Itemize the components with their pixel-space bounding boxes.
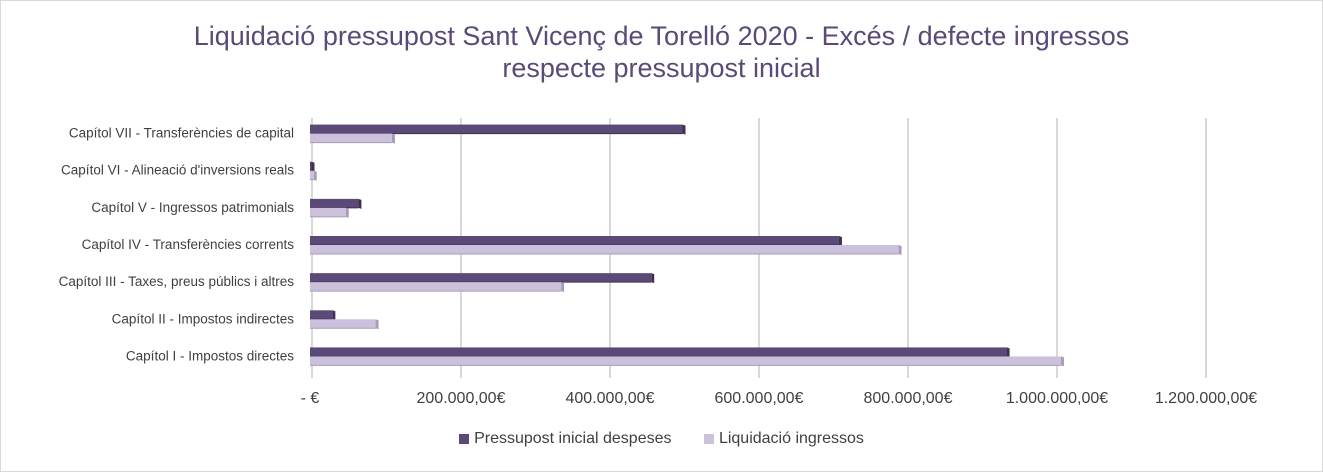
category-label-5: Capítol V - Ingressos patrimonials xyxy=(91,200,294,215)
bar-s1-c5 xyxy=(310,198,359,208)
category-label-6: Capítol VI - Alineació d'inversions real… xyxy=(61,163,294,178)
x-tick-label-1: 200.000,00€ xyxy=(417,390,506,407)
bar-s2-c7 xyxy=(310,133,392,143)
legend: Pressupost inicial despeses Liquidació i… xyxy=(0,430,1323,449)
bar-side-s1-c3 xyxy=(651,273,655,284)
bar-s1-c2 xyxy=(310,310,333,320)
bar-s1-c4 xyxy=(310,236,839,245)
bar-side-s1-c2 xyxy=(332,310,336,321)
category-label-7: Capítol VII - Transferències de capital xyxy=(69,126,294,141)
chart-title-line-1: Liquidació pressupost Sant Vicenç de Tor… xyxy=(193,21,1130,51)
x-tick-label-6: 1.200.000,00€ xyxy=(1155,390,1257,407)
bar-side-s1-c6 xyxy=(311,161,315,172)
bar-s2-c2 xyxy=(310,319,376,329)
chart-title-line-2: respecte pressupost inicial xyxy=(502,53,821,83)
x-tick-label-4: 800.000,00€ xyxy=(864,390,953,407)
legend-swatch-series-2 xyxy=(703,434,714,444)
bar-s2-c3 xyxy=(310,282,562,292)
x-tick-label-5: 1.000.000,00€ xyxy=(1006,390,1108,407)
bar-side-s2-c6 xyxy=(313,170,317,181)
bar-s1-c6 xyxy=(310,161,312,171)
category-label-4: Capítol IV - Transferències corrents xyxy=(82,237,295,252)
bar-s2-c6 xyxy=(310,170,314,180)
bar-s1-c1 xyxy=(310,347,1007,357)
category-label-1: Capítol I - Impostos directes xyxy=(126,348,294,363)
bar-side-s2-c5 xyxy=(345,207,349,218)
legend-label-series-1: Pressupost inicial despeses xyxy=(474,430,672,447)
bar-s2-c4 xyxy=(310,245,899,254)
bar-side-s1-c1 xyxy=(1006,347,1010,358)
x-tick-label-3: 600.000,00€ xyxy=(715,390,804,407)
x-tick-label-2: 400.000,00€ xyxy=(566,390,655,407)
bar-side-s2-c1 xyxy=(1060,356,1064,367)
x-tick-label-0: - € xyxy=(301,390,320,407)
bar-side-s2-c3 xyxy=(561,282,565,293)
legend-item-series-2: Liquidació ingressos xyxy=(703,430,864,448)
bar-side-s1-c5 xyxy=(358,198,362,209)
bar-side-s2-c7 xyxy=(391,133,395,144)
bar-s1-c3 xyxy=(310,273,652,283)
bar-side-s2-c2 xyxy=(375,319,379,330)
bar-s2-c1 xyxy=(310,356,1061,366)
legend-item-series-1: Pressupost inicial despeses xyxy=(459,430,672,448)
bar-side-s2-c4 xyxy=(898,245,902,255)
chart-title: Liquidació pressupost Sant Vicenç de Tor… xyxy=(0,20,1323,84)
bar-side-s1-c7 xyxy=(682,124,686,135)
legend-swatch-series-1 xyxy=(459,434,470,444)
bar-side-s1-c4 xyxy=(838,236,842,246)
bar-s1-c7 xyxy=(310,124,683,134)
legend-label-series-2: Liquidació ingressos xyxy=(718,430,864,447)
bar-s2-c5 xyxy=(310,207,346,217)
category-label-3: Capítol III - Taxes, preus públics i alt… xyxy=(59,274,295,289)
category-label-2: Capítol II - Impostos indirectes xyxy=(112,311,295,326)
